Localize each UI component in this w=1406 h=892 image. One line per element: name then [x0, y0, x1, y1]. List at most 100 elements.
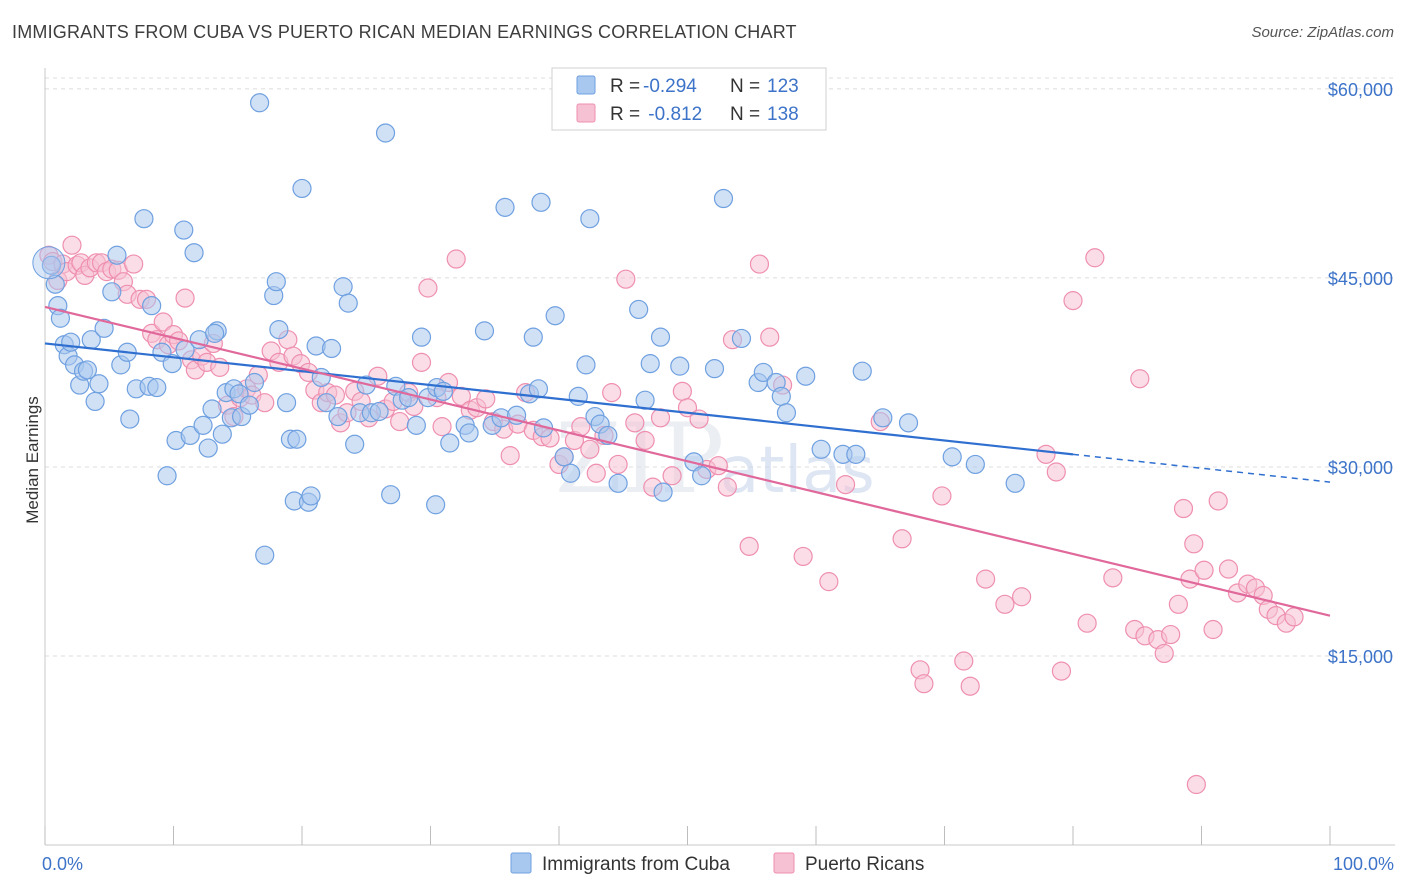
point-immigrants-from-cuba: [375, 123, 396, 143]
point-immigrants-from-cuba: [640, 354, 660, 374]
point-immigrants-from-cuba: [846, 444, 866, 464]
point-immigrants-from-cuba: [528, 379, 549, 399]
point-puerto-ricans: [625, 413, 645, 433]
point-immigrants-from-cuba: [440, 433, 460, 453]
point-puerto-ricans: [672, 381, 692, 401]
point-puerto-ricans: [914, 674, 934, 694]
point-puerto-ricans: [635, 430, 655, 451]
point-puerto-ricans: [1161, 624, 1181, 645]
point-immigrants-from-cuba: [41, 255, 62, 275]
point-puerto-ricans: [500, 446, 520, 466]
point-immigrants-from-cuba: [653, 482, 673, 502]
point-puerto-ricans: [411, 352, 432, 372]
point-immigrants-from-cuba: [560, 463, 581, 483]
point-puerto-ricans: [1168, 594, 1188, 614]
point-puerto-ricans: [1063, 291, 1083, 311]
point-immigrants-from-cuba: [411, 327, 432, 347]
legend-r-label-pr: R =: [610, 104, 640, 125]
point-immigrants-from-cuba: [731, 328, 752, 349]
point-immigrants-from-cuba: [531, 192, 551, 212]
point-puerto-ricans: [418, 278, 438, 298]
point-puerto-ricans: [1186, 774, 1206, 795]
point-immigrants-from-cuba: [608, 473, 628, 493]
point-immigrants-from-cuba: [77, 360, 98, 380]
point-puerto-ricans: [1173, 498, 1194, 519]
point-puerto-ricans: [662, 466, 682, 486]
legend-n-label-cuba: N =: [730, 76, 760, 97]
point-immigrants-from-cuba: [120, 409, 140, 429]
point-puerto-ricans: [580, 439, 600, 459]
point-immigrants-from-cuba: [134, 209, 154, 229]
point-puerto-ricans: [892, 529, 912, 549]
trend-line-cuba-extension: [1072, 453, 1331, 483]
point-immigrants-from-cuba: [381, 485, 401, 505]
point-puerto-ricans: [608, 454, 628, 475]
point-immigrants-from-cuba: [287, 429, 307, 449]
point-immigrants-from-cuba: [174, 220, 194, 240]
point-immigrants-from-cuba-large: [32, 246, 66, 280]
point-immigrants-from-cuba: [338, 293, 358, 313]
point-immigrants-from-cuba: [545, 306, 565, 326]
watermark-atlas: atlas: [720, 434, 875, 508]
y-tick-label: $60,000: [1328, 80, 1393, 100]
point-puerto-ricans: [1130, 369, 1150, 389]
y-tick-label: $30,000: [1328, 458, 1393, 478]
point-immigrants-from-cuba: [266, 272, 286, 292]
point-immigrants-from-cuba: [202, 399, 222, 419]
point-immigrants-from-cuba: [249, 93, 270, 113]
point-immigrants-from-cuba: [898, 413, 919, 433]
point-immigrants-from-cuba: [776, 403, 797, 423]
point-puerto-ricans: [739, 536, 759, 556]
point-immigrants-from-cuba: [316, 393, 337, 413]
point-puerto-ricans: [1011, 587, 1032, 607]
point-puerto-ricans: [1051, 661, 1072, 681]
legend-swatch-pr: [576, 103, 596, 123]
series-legend: Immigrants from Cuba Puerto Ricans: [510, 852, 924, 875]
point-puerto-ricans: [153, 312, 173, 332]
point-puerto-ricans: [1046, 462, 1066, 482]
bottom-legend-swatch-pr: [773, 852, 795, 874]
point-immigrants-from-cuba: [1005, 473, 1025, 493]
point-immigrants-from-cuba: [459, 423, 479, 443]
correlation-legend: R = -0.294 N = 123 R = -0.812 N = 138: [551, 67, 827, 131]
point-immigrants-from-cuba: [94, 318, 114, 338]
bottom-legend-label-pr: Puerto Ricans: [805, 854, 924, 875]
y-tick-label: $15,000: [1328, 647, 1393, 667]
point-puerto-ricans: [749, 254, 770, 274]
point-immigrants-from-cuba: [212, 424, 232, 444]
point-immigrants-from-cuba: [244, 372, 265, 393]
series-immigrants-from-cuba: [32, 93, 1025, 565]
legend-swatch-cuba: [576, 75, 596, 95]
point-immigrants-from-cuba: [301, 486, 321, 506]
point-immigrants-from-cuba: [61, 332, 81, 352]
point-puerto-ricans: [1154, 643, 1174, 664]
point-immigrants-from-cuba: [184, 243, 204, 263]
point-puerto-ricans: [1218, 559, 1239, 579]
point-immigrants-from-cuba: [399, 388, 419, 408]
axes: $15,000 $30,000 $45,000 $60,000 0.0% 100.0%: [42, 68, 1395, 874]
point-immigrants-from-cuba: [276, 393, 297, 413]
point-immigrants-from-cuba: [576, 355, 596, 375]
point-immigrants-from-cuba: [554, 447, 574, 467]
legend-box: [551, 67, 827, 131]
point-immigrants-from-cuba: [193, 415, 213, 435]
point-puerto-ricans: [586, 463, 606, 483]
point-puerto-ricans: [1194, 560, 1214, 580]
point-puerto-ricans: [708, 456, 728, 476]
point-puerto-ricans: [1184, 534, 1204, 554]
point-puerto-ricans: [932, 486, 952, 506]
trend-lines: [44, 305, 1331, 617]
point-puerto-ricans: [432, 417, 452, 437]
legend-r-label-cuba: R =: [610, 76, 640, 97]
point-immigrants-from-cuba: [811, 439, 831, 459]
point-immigrants-from-cuba: [474, 321, 495, 341]
point-immigrants-from-cuba: [753, 362, 773, 383]
legend-n-value-cuba: 123: [767, 76, 799, 97]
point-puerto-ricans: [175, 288, 195, 308]
point-immigrants-from-cuba: [771, 386, 791, 406]
chart-title: IMMIGRANTS FROM CUBA VS PUERTO RICAN MED…: [12, 22, 797, 42]
point-immigrants-from-cuba: [89, 374, 109, 394]
point-immigrants-from-cuba: [426, 495, 446, 515]
point-immigrants-from-cuba: [147, 377, 167, 398]
